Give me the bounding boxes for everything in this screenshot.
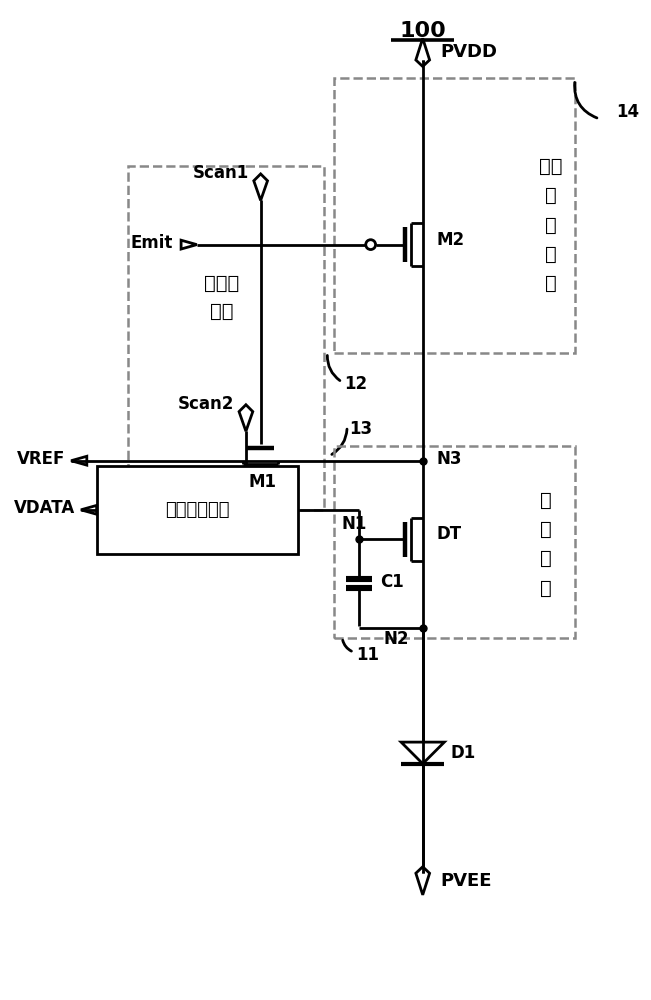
Text: 块: 块 — [544, 274, 557, 293]
Text: D1: D1 — [450, 744, 475, 762]
Circle shape — [366, 240, 376, 250]
Text: PVEE: PVEE — [440, 872, 492, 890]
Text: M1: M1 — [249, 473, 277, 491]
Text: 初始化: 初始化 — [204, 274, 239, 293]
Text: Emit: Emit — [131, 234, 173, 252]
Text: PVDD: PVDD — [440, 43, 497, 61]
Text: 数据写入模块: 数据写入模块 — [165, 501, 230, 519]
Text: 模: 模 — [544, 245, 557, 264]
Text: 制: 制 — [544, 215, 557, 234]
Text: Scan2: Scan2 — [178, 395, 234, 413]
Bar — [335, 446, 575, 638]
Polygon shape — [416, 867, 430, 895]
Text: 驱: 驱 — [540, 490, 551, 510]
Polygon shape — [401, 742, 445, 764]
Text: 发光: 发光 — [538, 157, 562, 176]
Text: VDATA: VDATA — [14, 499, 75, 517]
Text: N2: N2 — [383, 630, 409, 648]
FancyArrowPatch shape — [342, 640, 352, 651]
Text: 12: 12 — [344, 375, 367, 393]
FancyArrowPatch shape — [327, 355, 340, 381]
Text: M2: M2 — [436, 231, 465, 249]
Polygon shape — [239, 405, 253, 431]
FancyArrowPatch shape — [575, 82, 597, 118]
Bar — [128, 166, 324, 510]
Polygon shape — [416, 38, 430, 66]
Bar — [96, 466, 298, 554]
Text: Scan1: Scan1 — [193, 164, 249, 182]
Text: VREF: VREF — [17, 450, 65, 468]
Text: 14: 14 — [616, 103, 639, 121]
FancyArrowPatch shape — [332, 429, 347, 454]
Polygon shape — [71, 456, 87, 465]
Text: 13: 13 — [349, 420, 372, 438]
Text: DT: DT — [436, 525, 462, 543]
Polygon shape — [181, 240, 197, 249]
Text: 11: 11 — [356, 646, 379, 664]
Polygon shape — [254, 174, 268, 200]
Text: 块: 块 — [540, 579, 551, 598]
Text: C1: C1 — [380, 573, 404, 591]
Text: N3: N3 — [436, 450, 462, 468]
Text: 100: 100 — [399, 21, 446, 41]
Text: 模: 模 — [540, 549, 551, 568]
Text: 模块: 模块 — [210, 302, 233, 321]
Text: 控: 控 — [544, 186, 557, 205]
Polygon shape — [81, 505, 96, 514]
Bar — [335, 78, 575, 353]
Text: N1: N1 — [341, 515, 367, 533]
Text: 动: 动 — [540, 520, 551, 539]
